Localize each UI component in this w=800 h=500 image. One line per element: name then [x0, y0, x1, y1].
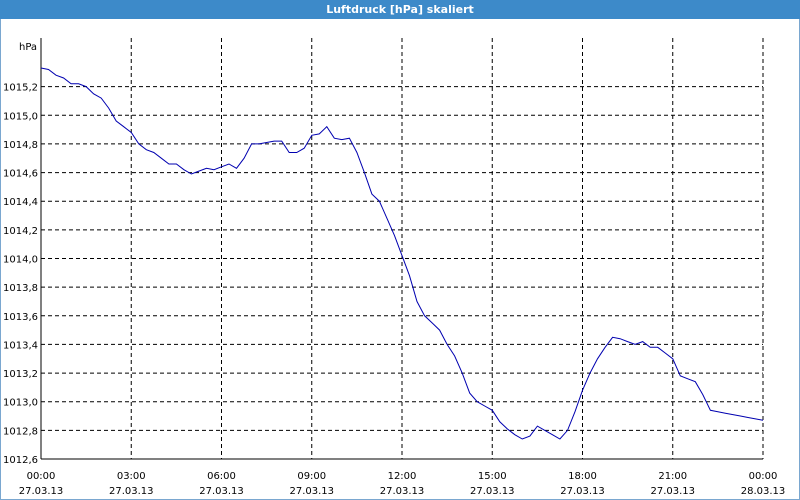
x-tick-time: 18:00: [568, 471, 597, 482]
x-tick-time: 00:00: [749, 471, 778, 482]
pressure-chart: 1012,6 1012,8 1013,0 1013,2 1013,4 1013,6 1013…: [3, 38, 786, 497]
x-tick-time: 09:00: [297, 471, 326, 482]
y-tick-label: 1014,4: [3, 197, 38, 208]
pressure-series-line: [40, 67, 764, 440]
x-tick-time: 21:00: [658, 471, 687, 482]
y-tick-label: 1015,2: [3, 83, 38, 94]
y-tick-label: 1013,0: [3, 398, 38, 409]
x-tick-date: 27.03.13: [199, 486, 244, 497]
y-tick-label: 1013,4: [3, 340, 38, 351]
y-tick-label: 1013,8: [3, 283, 38, 294]
x-tick-date: 27.03.13: [109, 486, 154, 497]
y-tick-label: 1013,6: [3, 312, 38, 323]
y-tick-label: 1014,8: [3, 140, 38, 151]
y-tick-label: 1012,8: [3, 426, 38, 437]
x-tick-date: 27.03.13: [19, 486, 64, 497]
x-tick-time: 15:00: [478, 471, 507, 482]
y-tick-label: 1012,6: [3, 455, 38, 466]
x-tick-date: 27.03.13: [650, 486, 695, 497]
x-tick-date: 27.03.13: [380, 486, 425, 497]
x-tick-time: 06:00: [207, 471, 236, 482]
x-tick-time: 03:00: [117, 471, 146, 482]
x-tick-time: 00:00: [27, 471, 56, 482]
x-tick-date: 27.03.13: [289, 486, 334, 497]
x-tick-time: 12:00: [388, 471, 417, 482]
y-tick-label: 1013,2: [3, 369, 38, 380]
x-tick-date: 28.03.13: [741, 486, 786, 497]
y-tick-label: 1014,6: [3, 169, 38, 180]
window-title: Luftdruck [hPa] skaliert: [326, 3, 474, 16]
y-tick-label: 1015,0: [3, 111, 38, 122]
y-tick-label: 1014,2: [3, 226, 38, 237]
x-tick-date: 27.03.13: [560, 486, 605, 497]
x-tick-date: 27.03.13: [470, 486, 515, 497]
y-tick-label: 1014,0: [3, 255, 38, 266]
y-axis-label: hPa: [19, 42, 37, 53]
window-titlebar: [0, 0, 800, 19]
chart-panel: 1012,6 1012,8 1013,0 1013,2 1013,4 1013,6 1013…: [0, 19, 800, 500]
